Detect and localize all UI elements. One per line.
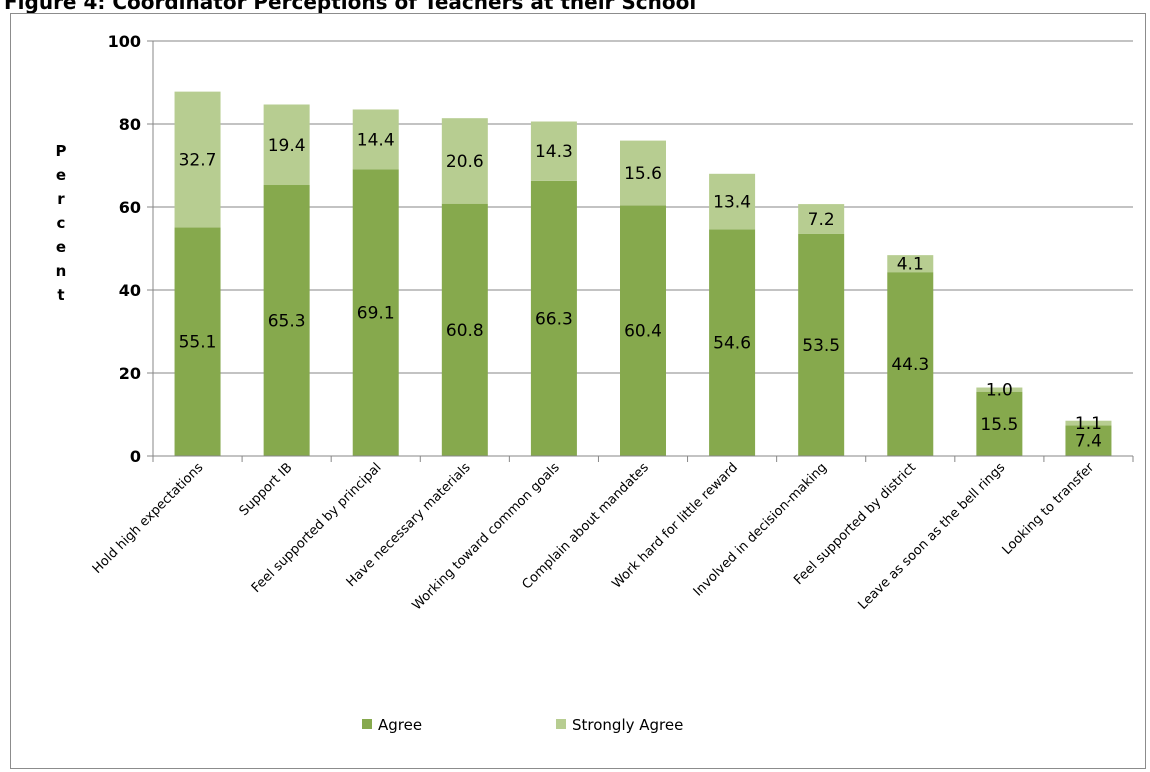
bar-segment xyxy=(1065,420,1112,426)
bar-segment xyxy=(352,109,399,170)
data-label: 66.3 xyxy=(535,309,573,329)
category-label: Hold high expectations xyxy=(90,460,207,577)
bar-segment xyxy=(709,229,756,456)
y-axis-label-letter: e xyxy=(56,166,66,184)
data-labels: 55.1 32.7 65.3 19.4 69.1 14.4 60.8 20.6 66.3 14.3… xyxy=(179,130,1102,451)
bar-segment xyxy=(887,255,934,273)
y-axis-label-letter: n xyxy=(56,262,67,280)
bar-segment xyxy=(174,227,221,456)
y-tick-label: 0 xyxy=(130,447,141,466)
data-label: 55.1 xyxy=(179,333,217,353)
stacked-bar-chart: 0 20 40 60 80 100 Hold high expectations Suppor… xyxy=(56,32,1134,734)
y-tick-label: 80 xyxy=(119,115,141,134)
axes: 0 20 40 60 80 100 Hold high expectations Suppor… xyxy=(90,32,1134,613)
data-label: 53.5 xyxy=(802,336,840,356)
data-label: 20.6 xyxy=(446,152,484,172)
bar-segment xyxy=(263,185,310,456)
category-label: Looking to transfer xyxy=(1000,460,1098,558)
data-label: 7.4 xyxy=(1075,432,1102,452)
legend-swatch xyxy=(556,719,566,729)
data-label: 4.1 xyxy=(897,255,924,275)
bar-segment xyxy=(620,205,666,456)
legend: Agree Strongly Agree xyxy=(362,716,683,734)
chart-frame: 0 20 40 60 80 100 Hold high expectations Suppor… xyxy=(10,13,1146,769)
bar-segment xyxy=(1065,425,1112,456)
category-label: Leave as soon as the bell rings xyxy=(856,460,1009,613)
bar-segment xyxy=(530,180,577,457)
data-label: 15.6 xyxy=(624,164,662,184)
data-label: 14.3 xyxy=(535,142,573,162)
data-label: 19.4 xyxy=(268,136,306,156)
bar-segment xyxy=(887,272,934,456)
data-label: 1.1 xyxy=(1075,414,1102,434)
data-label: 7.2 xyxy=(808,210,835,230)
data-label: 65.3 xyxy=(268,312,306,332)
bar-segment xyxy=(976,391,1023,456)
bars xyxy=(174,91,1112,457)
bar-segment xyxy=(798,233,845,456)
data-label: 14.4 xyxy=(357,130,395,150)
bar-segment xyxy=(798,204,845,234)
y-axis-label-letter: e xyxy=(56,238,66,256)
data-label: 69.1 xyxy=(357,304,395,324)
data-label: 60.4 xyxy=(624,322,662,342)
data-label: 15.5 xyxy=(980,415,1018,435)
data-label: 1.0 xyxy=(986,381,1013,401)
y-tick-label: 100 xyxy=(108,32,141,51)
y-axis-label-letter: P xyxy=(56,142,67,160)
data-label: 44.3 xyxy=(891,355,929,375)
bar-segment xyxy=(620,140,666,206)
category-label: Working toward common goals xyxy=(410,460,563,613)
y-axis-label-letter: r xyxy=(57,190,65,208)
data-label: 54.6 xyxy=(713,334,751,354)
legend-label: Strongly Agree xyxy=(572,716,683,734)
bar-segment xyxy=(976,387,1023,392)
y-axis-label-letter: c xyxy=(57,214,66,232)
data-label: 60.8 xyxy=(446,321,484,341)
y-tick-label: 20 xyxy=(119,364,141,383)
data-label: 13.4 xyxy=(713,193,751,213)
bar-segment xyxy=(174,91,221,228)
bar-segment xyxy=(263,104,310,186)
legend-swatch xyxy=(362,719,372,729)
bar-segment xyxy=(441,203,488,456)
y-axis-label-letter: t xyxy=(57,286,64,304)
bar-segment xyxy=(352,169,399,457)
data-label: 32.7 xyxy=(179,150,217,170)
legend-label: Agree xyxy=(378,716,422,734)
figure-title: Figure 4: Coordinator Perceptions of Tea… xyxy=(4,0,697,14)
bar-segment xyxy=(709,173,756,230)
bar-segment xyxy=(530,121,577,181)
bar-segment xyxy=(441,118,488,204)
y-tick-label: 40 xyxy=(119,281,141,300)
y-tick-label: 60 xyxy=(119,198,141,217)
category-label: Support IB xyxy=(237,460,296,519)
